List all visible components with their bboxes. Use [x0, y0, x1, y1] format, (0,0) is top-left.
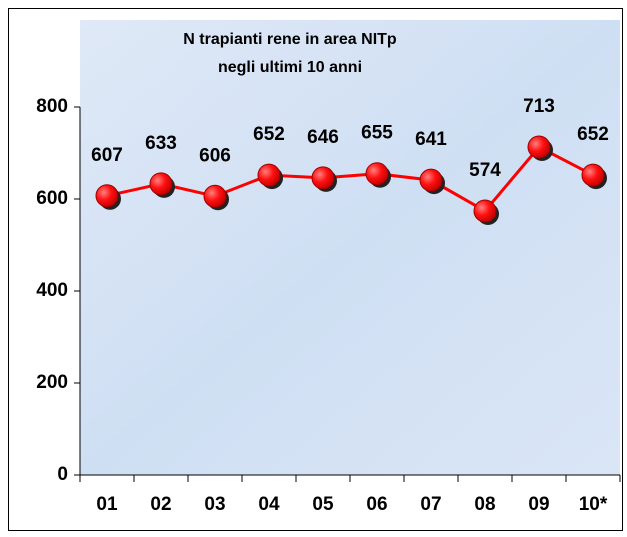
- x-tick-label: 06: [366, 494, 387, 515]
- value-label: 574: [469, 160, 501, 181]
- y-tick-label: 0: [57, 464, 68, 485]
- y-tick-label: 400: [36, 280, 68, 301]
- marker: [527, 135, 551, 159]
- x-tick-label: 04: [258, 494, 280, 515]
- series-line: [106, 145, 594, 213]
- marker: [581, 163, 605, 187]
- x-tick-label: 08: [474, 494, 495, 515]
- value-label: 646: [307, 127, 339, 148]
- y-tick-label: 800: [36, 96, 68, 117]
- value-label: 655: [361, 123, 393, 144]
- y-tick-label: 600: [36, 188, 68, 209]
- marker: [149, 172, 173, 196]
- chart-subtitle: negli ultimi 10 anni: [218, 59, 362, 76]
- value-label: 633: [145, 133, 177, 154]
- marker: [257, 163, 281, 187]
- value-label: 652: [253, 124, 285, 145]
- value-label: 641: [415, 129, 447, 150]
- value-label: 713: [523, 96, 555, 117]
- value-label: 607: [91, 145, 123, 166]
- x-tick-label: 05: [312, 494, 334, 515]
- marker: [311, 166, 335, 190]
- plot-background: [80, 20, 620, 475]
- x-tick-label: 07: [420, 494, 441, 515]
- x-tick-label: 09: [528, 494, 549, 515]
- chart-title: N trapianti rene in area NITp: [183, 31, 397, 48]
- x-tick-label: 01: [96, 494, 118, 515]
- marker: [365, 162, 389, 186]
- x-tick-label: 10*: [579, 494, 608, 515]
- x-tick-label: 03: [204, 494, 225, 515]
- y-tick-label: 200: [36, 372, 68, 393]
- x-tick-label: 02: [150, 494, 171, 515]
- marker: [95, 184, 119, 208]
- marker: [473, 199, 497, 223]
- value-label: 652: [577, 124, 609, 145]
- marker: [419, 168, 443, 192]
- value-label: 606: [199, 145, 231, 166]
- marker: [203, 184, 227, 208]
